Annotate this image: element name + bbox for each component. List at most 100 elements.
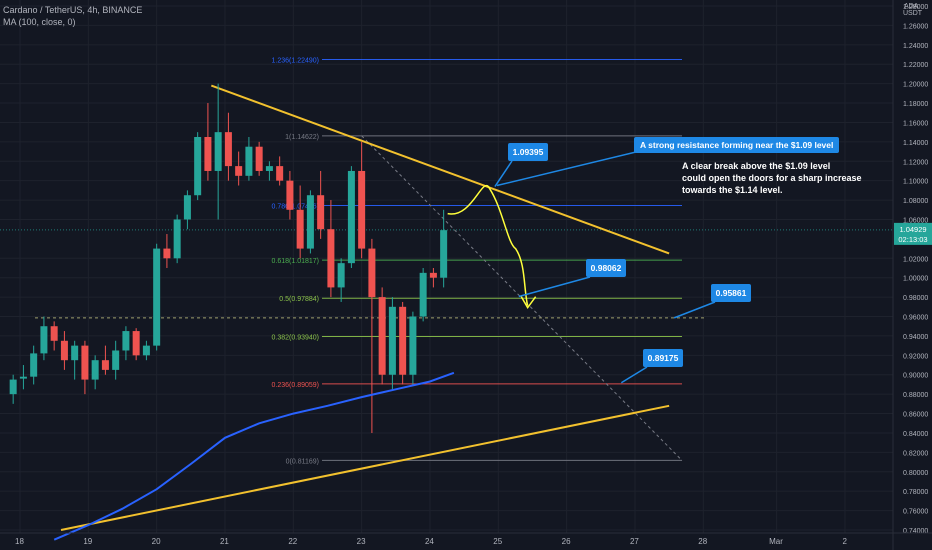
candle	[358, 141, 366, 259]
candle	[173, 214, 181, 264]
candle	[440, 209, 448, 288]
candle	[327, 200, 335, 298]
y-tick-label: 1.24000	[903, 43, 928, 50]
candle	[153, 243, 161, 351]
candle	[409, 311, 417, 385]
candle-body	[224, 132, 232, 167]
candle-body	[19, 376, 27, 379]
y-tick-label: 1.18000	[903, 101, 928, 108]
candle	[19, 365, 27, 390]
y-tick-label: 1.02000	[903, 256, 928, 263]
fib-level-label: 1.236(1.22490)	[272, 57, 319, 64]
y-tick-label: 0.96000	[903, 315, 928, 322]
candle-body	[132, 331, 140, 356]
candle	[30, 345, 38, 385]
candle-body	[388, 306, 396, 375]
y-tick-label: 1.22000	[903, 62, 928, 69]
callout-label: 0.95861	[716, 288, 747, 298]
callout-box	[586, 259, 626, 277]
y-tick-label: 1.20000	[903, 82, 928, 89]
axis-unit-line2: USDT	[903, 10, 923, 17]
candle	[296, 185, 304, 259]
price-callouts: 1.09395 0.98062 0.95861 0.89175	[494, 143, 751, 384]
resistance-note: A strong resistance forming near the $1.…	[634, 137, 840, 153]
y-tick-label: 0.82000	[903, 450, 928, 457]
candle-body	[204, 137, 212, 171]
candle-body	[81, 345, 89, 380]
candle-body	[286, 180, 294, 210]
candle-body	[337, 263, 345, 288]
candle-body	[183, 195, 191, 220]
current-price-tag	[894, 222, 932, 245]
candle-body	[235, 166, 243, 176]
candle-body	[368, 248, 376, 298]
candle-body	[347, 170, 355, 264]
x-tick-label: 26	[562, 537, 571, 546]
candle	[40, 316, 48, 361]
candle	[122, 326, 130, 361]
candle	[337, 258, 345, 302]
candle-body	[9, 379, 17, 395]
candlestick-series	[9, 83, 448, 433]
y-tick-label: 1.08000	[903, 198, 928, 205]
current-price-value: 1.04929	[899, 225, 926, 234]
candle-body	[112, 350, 120, 370]
fib-level-label: 0.786(1.07446)	[272, 203, 319, 210]
x-tick-label: 25	[493, 537, 502, 546]
y-tick-label: 0.78000	[903, 489, 928, 496]
candle-body	[306, 195, 314, 249]
y-tick-label: 0.84000	[903, 431, 928, 438]
candle-body	[265, 166, 273, 171]
y-tick-label: 0.76000	[903, 509, 928, 516]
price-axis: 1.28000 1.26000 1.24000 1.22000 1.20000 1.180…	[892, 0, 932, 550]
x-tick-label: 19	[83, 537, 92, 546]
candle	[91, 355, 99, 390]
y-tick-label: 0.94000	[903, 334, 928, 341]
candle-body	[399, 306, 407, 375]
candle	[112, 340, 120, 380]
candle	[194, 132, 202, 201]
callout-label: 0.98062	[591, 263, 622, 273]
y-tick-label: 0.86000	[903, 412, 928, 419]
callout-box	[711, 284, 751, 302]
candle	[399, 301, 407, 385]
candle	[9, 374, 17, 404]
moving-average-series	[53, 371, 455, 541]
candle	[265, 161, 273, 181]
ma-100-line	[53, 371, 455, 541]
candle-body	[440, 230, 448, 278]
candle	[419, 268, 427, 322]
y-tick-label: 1.06000	[903, 217, 928, 224]
callout-box	[643, 349, 683, 367]
candle	[378, 287, 386, 385]
callout-pointer	[620, 366, 648, 384]
candle	[163, 234, 171, 268]
indicator-legend: MA (100, close, 0)	[3, 17, 76, 27]
candle-body	[276, 166, 284, 181]
candle	[71, 340, 79, 380]
y-tick-label: 0.90000	[903, 373, 928, 380]
candle-body	[163, 248, 171, 259]
candle-body	[122, 331, 130, 351]
candle-body	[214, 132, 222, 171]
candle-body	[409, 316, 417, 375]
candle-body	[317, 195, 325, 230]
trendlines	[60, 84, 670, 531]
projected-path-arrowhead	[519, 295, 537, 310]
callout-label: 0.89175	[648, 353, 679, 363]
candle-body	[40, 326, 48, 354]
callout-pointer	[673, 301, 716, 319]
candle-body	[327, 229, 335, 288]
candle	[132, 328, 140, 361]
candle	[60, 331, 68, 370]
candle-body	[173, 219, 181, 259]
candle-body	[50, 326, 58, 341]
candle	[429, 268, 437, 288]
callout-box	[508, 143, 548, 161]
y-tick-label: 1.00000	[903, 276, 928, 283]
candle-body	[296, 209, 304, 249]
candle	[306, 190, 314, 254]
y-tick-label: 1.26000	[903, 23, 928, 30]
candle-body	[101, 360, 109, 370]
